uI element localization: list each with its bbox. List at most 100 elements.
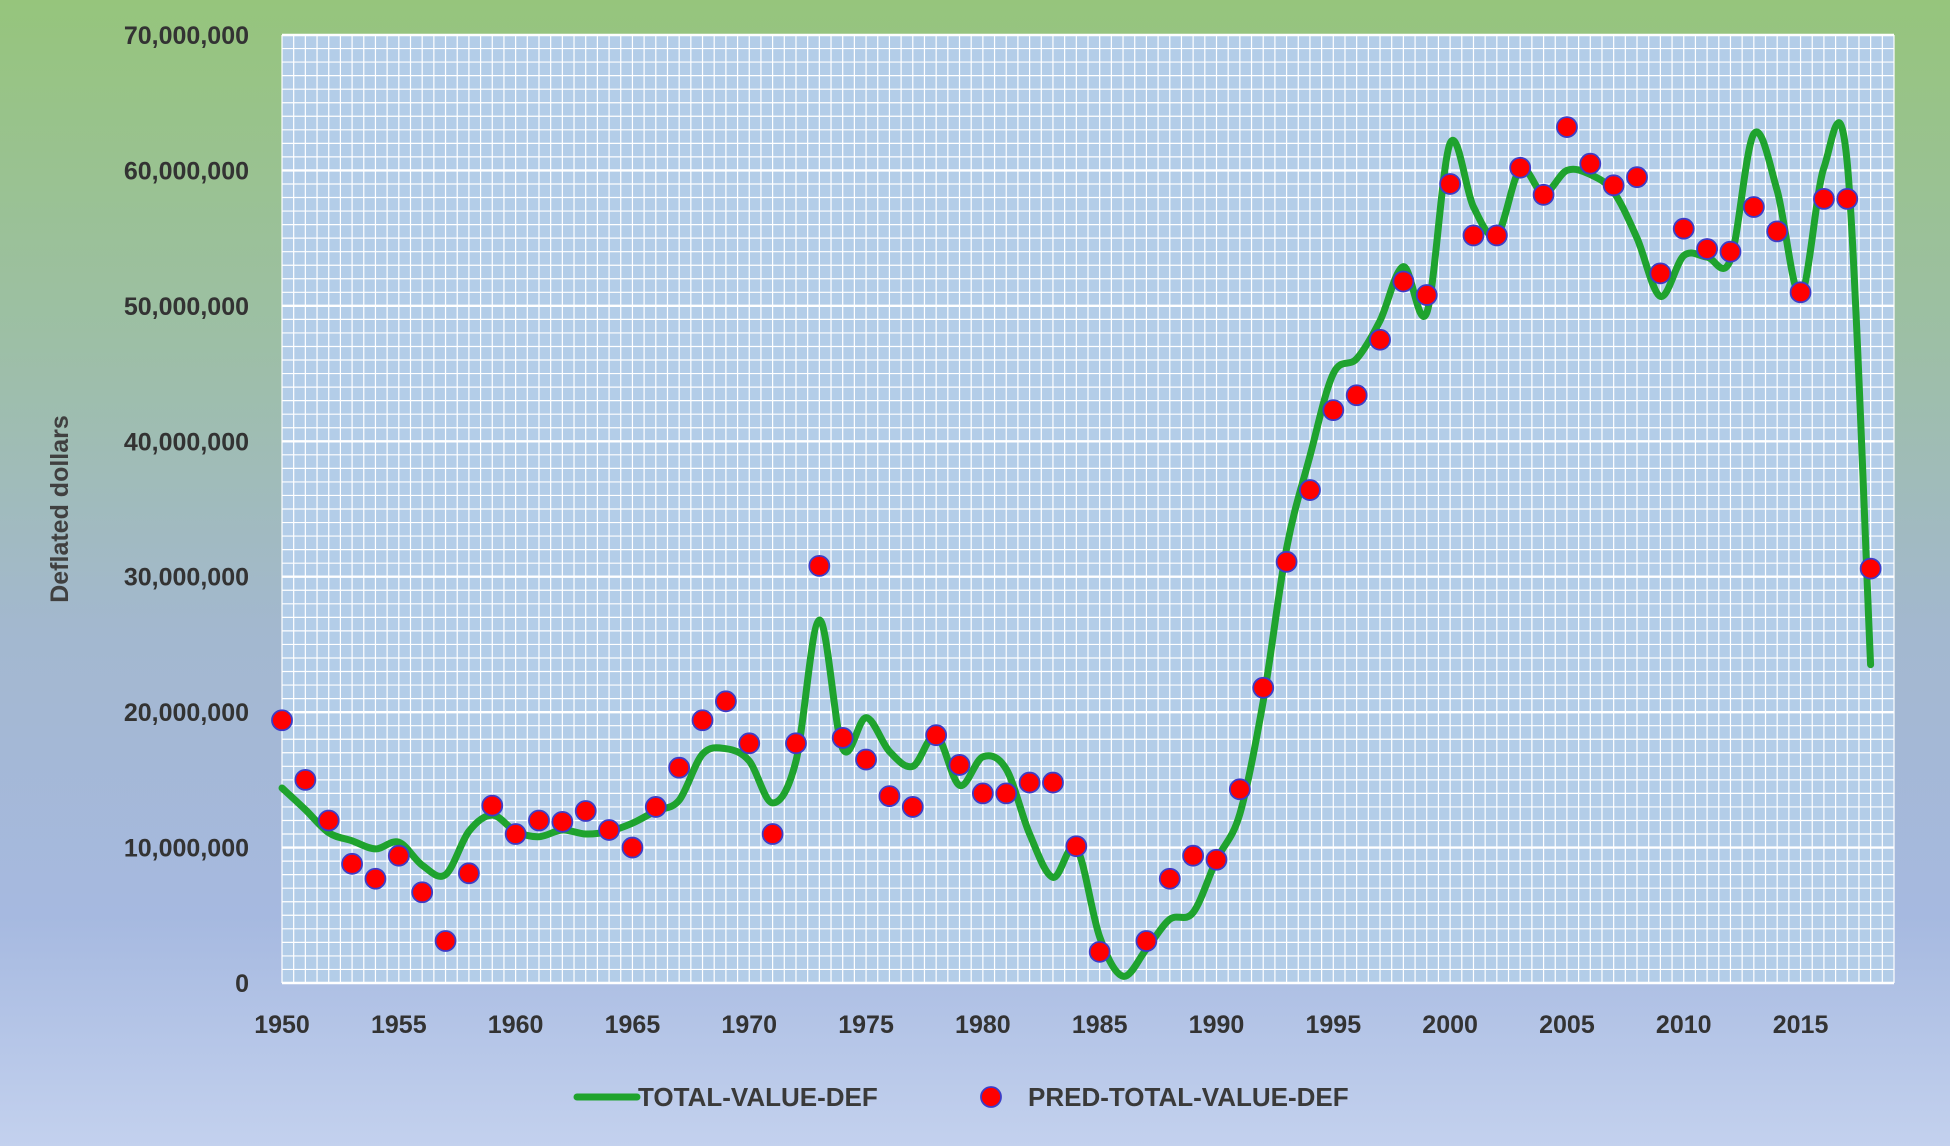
scatter-point <box>387 844 410 867</box>
scatter-point <box>761 823 784 845</box>
x-tick-label: 2015 <box>1773 1011 1829 1039</box>
grid-major <box>282 33 1894 985</box>
scatter-point <box>1415 284 1438 306</box>
scatter-point <box>948 754 971 776</box>
scatter-point <box>1602 174 1625 197</box>
scatter-point <box>1509 156 1532 179</box>
scatter-point <box>1836 187 1859 210</box>
x-tick-label: 1965 <box>605 1011 661 1039</box>
scatter-point <box>294 768 317 791</box>
scatter-point <box>1532 183 1555 206</box>
scatter-point <box>1065 835 1088 858</box>
scatter-point <box>1182 844 1205 867</box>
scatter-point <box>1766 220 1789 243</box>
legend-label-total-value-def: TOTAL-VALUE-DEF <box>638 1082 878 1112</box>
y-tick-label: 10,000,000 <box>124 835 249 863</box>
x-tick-label: 2010 <box>1656 1011 1712 1039</box>
scatter-point <box>1813 187 1835 210</box>
scatter-point <box>598 819 620 841</box>
scatter-point <box>1439 173 1462 195</box>
scatter-point <box>1672 217 1695 240</box>
scatter-point <box>1228 778 1251 801</box>
scatter-point <box>434 930 457 952</box>
x-tick-label: 1955 <box>371 1011 427 1039</box>
scatter-point <box>1485 224 1508 247</box>
scatter-point <box>901 796 924 818</box>
scatter-point <box>644 796 667 818</box>
y-tick-label: 20,000,000 <box>124 699 249 727</box>
scatter-point <box>878 785 901 808</box>
x-tick-label: 1980 <box>955 1011 1011 1039</box>
y-tick-label: 40,000,000 <box>124 428 249 456</box>
scatter-point <box>714 690 737 713</box>
scatter-point <box>574 800 597 822</box>
x-tick-label: 1995 <box>1305 1011 1361 1039</box>
scatter-point <box>1299 479 1321 501</box>
scatter-point <box>1252 676 1275 699</box>
scatter-point <box>317 809 340 832</box>
x-tick-label: 1990 <box>1189 1011 1245 1039</box>
y-tick-label: 70,000,000 <box>124 22 249 50</box>
scatter-point <box>1789 281 1812 304</box>
scatter-point <box>621 836 644 859</box>
scatter-point <box>1579 152 1602 175</box>
scatter-point <box>691 709 714 732</box>
series-line-total-value-def <box>278 119 1875 980</box>
x-tick-label: 1950 <box>254 1011 310 1039</box>
x-tick-label: 1975 <box>838 1011 894 1039</box>
scatter-point <box>668 756 691 779</box>
scatter-point <box>1392 270 1415 293</box>
scatter-point <box>808 554 831 577</box>
scatter-point <box>411 881 434 904</box>
scatter-point <box>1859 557 1882 580</box>
scatter-point <box>1345 384 1368 407</box>
scatter-point <box>457 862 480 885</box>
y-tick-label: 50,000,000 <box>124 293 249 321</box>
scatter-point <box>1205 848 1228 871</box>
axes-layer: 0 10,000,000 20,000,000 30,000,000 40,000,00… <box>124 22 1829 1039</box>
scatter-point <box>855 748 877 771</box>
scatter-point <box>481 794 504 817</box>
scatter-point <box>1719 240 1742 263</box>
x-tick-label: 1960 <box>488 1011 544 1039</box>
y-tick-label: 60,000,000 <box>124 157 249 185</box>
scatter-point <box>341 852 363 875</box>
scatter-point <box>1556 116 1578 138</box>
scatter-point <box>1696 238 1719 260</box>
x-tick-label: 2000 <box>1422 1011 1478 1039</box>
scatter-point <box>528 809 550 832</box>
scatter-point <box>1462 224 1485 247</box>
scatter-point <box>271 709 293 732</box>
legend-marker-swatch <box>980 1086 1002 1108</box>
scatter-point <box>1088 940 1111 963</box>
scatter-point <box>925 724 948 747</box>
scatter-point <box>364 867 387 890</box>
scatter-point <box>504 823 527 845</box>
legend: TOTAL-VALUE-DEF PRED-TOTAL-VALUE-DEF <box>573 1082 1349 1112</box>
scatter-point <box>1322 399 1345 422</box>
scatter-point <box>738 732 761 755</box>
scatter-point <box>1369 328 1391 351</box>
scatter-point <box>1018 771 1041 794</box>
scatter-point <box>1042 771 1064 794</box>
scatter-point <box>1158 867 1181 890</box>
y-tick-label: 30,000,000 <box>124 564 249 592</box>
series-layer <box>271 116 1882 980</box>
x-tick-label: 1985 <box>1072 1011 1128 1039</box>
scatter-point <box>785 732 807 755</box>
legend-label-pred-total-value-def: PRED-TOTAL-VALUE-DEF <box>1028 1082 1349 1112</box>
scatter-point <box>1742 196 1765 218</box>
scatter-point <box>1135 930 1158 952</box>
scatter-point <box>1626 166 1648 189</box>
y-tick-label: 0 <box>235 970 249 998</box>
scatter-point <box>995 782 1018 805</box>
x-tick-label: 1970 <box>721 1011 777 1039</box>
scatter-point <box>1649 262 1672 285</box>
y-axis-title: Deflated dollars <box>46 415 74 603</box>
scatter-point <box>1275 550 1298 573</box>
scatter-point <box>971 782 994 805</box>
scatter-point <box>551 810 574 833</box>
x-tick-label: 2005 <box>1539 1011 1595 1039</box>
